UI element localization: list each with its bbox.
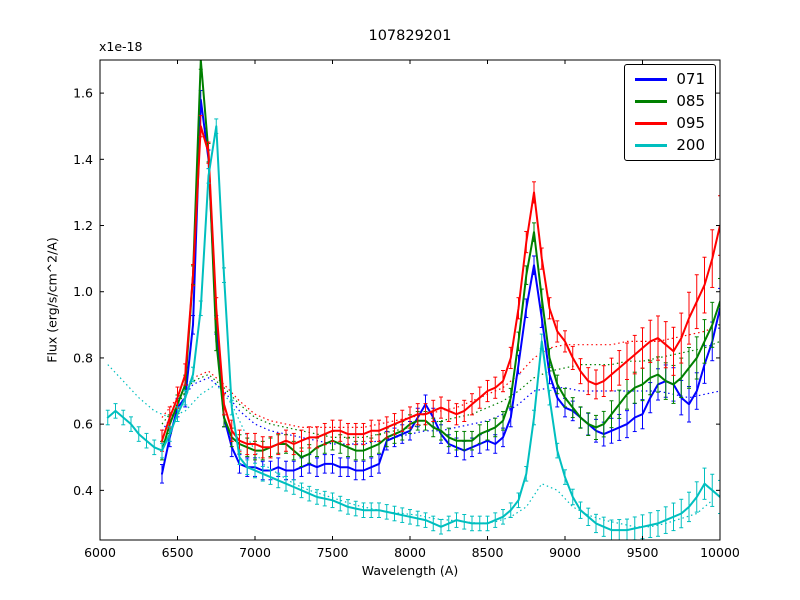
- series-200-line: [106, 125, 720, 532]
- x-tick-label: 10000: [700, 545, 740, 560]
- x-tick-label: 8500: [472, 545, 504, 560]
- legend-line-sample: [635, 100, 668, 103]
- x-tick-label: 8000: [394, 545, 426, 560]
- legend-entry-label: 071: [676, 70, 705, 88]
- legend-line-sample: [635, 78, 668, 81]
- legend-entry-label: 095: [676, 114, 705, 132]
- y-tick-label: 0.6: [73, 417, 93, 432]
- legend-entry-label: 200: [676, 136, 705, 154]
- legend-entry: 095: [635, 116, 705, 131]
- x-axis-label: Wavelength (A): [361, 563, 459, 578]
- legend-entry-label: 085: [676, 92, 705, 110]
- plot-title: 107829201: [368, 28, 452, 44]
- series-095-line: [161, 125, 720, 449]
- y-tick-label: 1.2: [73, 218, 93, 233]
- legend-entry: 071: [635, 72, 705, 87]
- y-tick-label: 0.4: [73, 483, 93, 498]
- x-tick-label: 7500: [317, 545, 349, 560]
- y-tick-label: 0.8: [73, 350, 93, 365]
- legend-line-sample: [635, 122, 668, 125]
- x-tick-label: 9500: [627, 545, 659, 560]
- legend-entry: 085: [635, 94, 705, 109]
- x-tick-label: 6500: [162, 545, 194, 560]
- y-axis-label: Flux (erg/s/cm^2/A): [44, 237, 60, 363]
- y-tick-label: 1.4: [73, 152, 93, 167]
- legend-line-sample: [635, 144, 668, 147]
- x-tick-label: 6000: [84, 545, 116, 560]
- y-tick-label: 1.0: [73, 284, 93, 299]
- legend-entry: 200: [635, 138, 705, 153]
- legend: 071 085 095 200: [624, 64, 716, 161]
- x-tick-label: 7000: [239, 545, 271, 560]
- y-axis-offset-text: x1e-18: [99, 39, 143, 54]
- series-200-model-line: [107, 364, 713, 528]
- x-tick-label: 9000: [549, 545, 581, 560]
- y-tick-label: 1.6: [73, 86, 93, 101]
